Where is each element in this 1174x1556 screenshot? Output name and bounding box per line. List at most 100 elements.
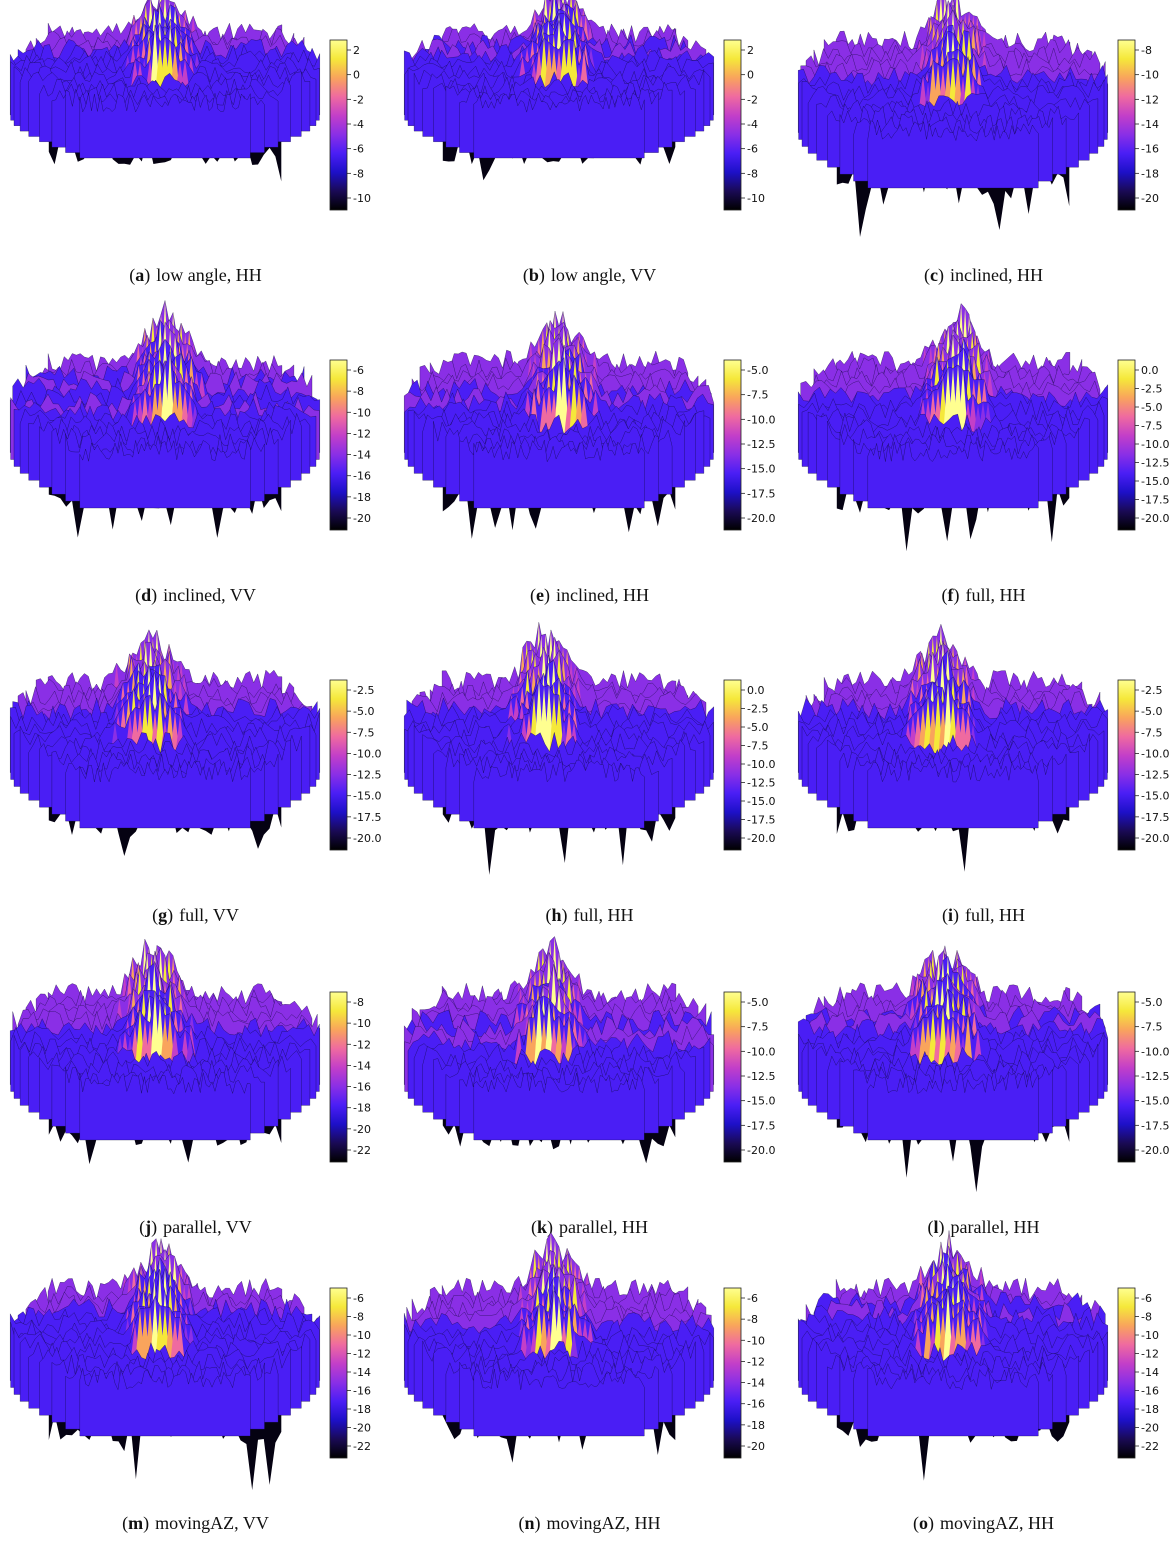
colorbar-tick-label: -20.0 [747,512,775,525]
caption-text: parallel, HH [559,1217,648,1237]
colorbar-tick-label: -17.5 [747,487,775,500]
subfigure-caption: (g) full, VV [0,905,391,926]
surface-plot-g: -2.5 -5.0 -7.5 -10.0 -12.5 -15.0 -17.5 -20.0 [9,629,381,856]
subfigure-panel-m: -6 -8 -10 -12 -14 -16 -18 -20 -22 (m) movingAZ, VV [0,1238,391,1556]
colorbar-tick-label: -5.0 [1141,705,1162,718]
surface-plot-e: -5.0 -7.5 -10.0 -12.5 -15.0 -17.5 -20.0 [403,311,775,539]
colorbar-tick-label: -6 [747,143,758,156]
colorbar-tick-label: -15.0 [747,795,775,808]
colorbar-tick-label: -10 [1141,1329,1159,1342]
caption-close-paren: ) [561,905,568,925]
caption-letter: n [524,1513,535,1533]
colorbar-tick-label: 2 [747,44,754,57]
colorbar-tick-label: -6 [747,1292,758,1305]
caption-open-paren: ( [530,585,536,605]
subfigure-caption: (d) inclined, VV [0,585,391,606]
caption-open-paren: ( [531,1217,537,1237]
colorbar-tick-label: -18 [353,1102,371,1115]
colorbar: -2.5 -5.0 -7.5 -10.0 -12.5 -15.0 -17.5 -20.0 [329,679,381,851]
subfigure-caption: (k) parallel, HH [394,1217,785,1238]
colorbar-tick-label: -5.0 [1141,401,1162,414]
caption-close-paren: ) [953,905,959,925]
colorbar: -2.5 -5.0 -7.5 -10.0 -12.5 -15.0 -17.5 -20.0 [1117,679,1169,851]
caption-open-paren: ( [913,1513,919,1533]
colorbar-tick-label: -16 [747,1398,765,1411]
colorbar-tick-label: -12 [353,1038,371,1051]
colorbar-tick-label: -8 [747,167,758,180]
subfigure-caption: (f) full, HH [788,585,1174,606]
caption-letter: h [551,905,562,925]
caption-text: movingAZ, HH [546,1513,661,1533]
caption-text: inclined, HH [556,585,649,605]
colorbar-tick-label: -15.0 [1141,790,1169,803]
surface-plot-j: -8 -10 -12 -14 -16 -18 -20 -22 [9,938,371,1165]
surface-mesh [9,629,321,856]
caption-open-paren: ( [941,585,948,605]
surface-plot-n: -6 -8 -10 -12 -14 -16 -18 -20 [403,1232,765,1463]
colorbar-tick-label: -14 [747,1377,765,1390]
colorbar-tick-label: -7.5 [1141,420,1162,433]
caption-close-paren: ) [151,585,158,605]
colorbar-tick-label: -12 [747,1355,765,1368]
colorbar-tick-label: -12 [1141,1348,1159,1361]
colorbar-tick-label: -10.0 [1141,1045,1169,1058]
surface-plot-b: 2 0 -2 -4 -6 -8 -10 [403,0,765,211]
subfigure-caption: (e) inclined, HH [394,585,785,606]
caption-text: full, HH [573,905,634,925]
caption-open-paren: ( [941,905,948,925]
subfigure-caption: (c) inclined, HH [788,265,1174,286]
colorbar-tick-label: -17.5 [747,1119,775,1132]
colorbar-tick-label: -20 [353,512,371,525]
subfigure-caption: (j) parallel, VV [0,1217,391,1238]
colorbar: -8 -10 -12 -14 -16 -18 -20 [1117,39,1159,211]
colorbar-tick-label: -15.0 [747,463,775,476]
colorbar-tick-label: -14 [353,1059,371,1072]
caption-open-paren: ( [924,265,930,285]
caption-close-paren: ) [151,1217,158,1237]
caption-letter: l [933,1217,939,1237]
subfigure-caption: (l) parallel, HH [788,1217,1174,1238]
colorbar-tick-label: -10 [353,1017,371,1030]
subfigure-panel-j: -8 -10 -12 -14 -16 -18 -20 -22 (j) parallel, VV [0,938,391,1260]
caption-close-paren: ) [938,265,944,285]
colorbar-tick-label: -17.5 [1141,494,1169,507]
caption-close-paren: ) [938,1217,945,1237]
colorbar-tick-label: -20 [353,1422,371,1435]
caption-letter: c [930,265,938,285]
surface-mesh [9,1238,321,1491]
colorbar-tick-label: -16 [353,470,371,483]
surface-mesh [403,311,715,539]
surface-mesh [797,623,1109,872]
colorbar-tick-label: -5.0 [747,996,768,1009]
caption-letter: e [536,585,544,605]
surface-plot-d: -6 -8 -10 -12 -14 -16 -18 -20 [9,300,371,538]
subfigure-caption: (i) full, HH [788,905,1174,926]
caption-letter: o [919,1513,928,1533]
colorbar-tick-label: 2 [353,44,360,57]
colorbar-tick-label: -17.5 [353,811,381,824]
caption-close-paren: ) [953,585,960,605]
colorbar-tick-label: -10.0 [747,1045,775,1058]
caption-text: parallel, VV [163,1217,252,1237]
colorbar-tick-label: -12.5 [353,769,381,782]
colorbar-tick-label: -16 [1141,1385,1159,1398]
colorbar-tick-label: -17.5 [747,814,775,827]
colorbar-tick-label: -12.5 [747,438,775,451]
surface-mesh [797,0,1109,237]
colorbar-tick-label: -4 [353,118,364,131]
caption-text: movingAZ, VV [155,1513,269,1533]
colorbar-tick-label: -6 [353,1292,364,1305]
colorbar-tick-label: -7.5 [747,740,768,753]
colorbar-tick-label: -2.5 [747,703,768,716]
colorbar-tick-label: -10 [353,406,371,419]
colorbar-tick-label: -22 [1141,1440,1159,1453]
caption-text: parallel, HH [950,1217,1040,1237]
colorbar-tick-label: -15.0 [353,790,381,803]
caption-text: movingAZ, HH [940,1513,1054,1533]
colorbar-tick-label: -18 [353,491,371,504]
surface-plot-a: 2 0 -2 -4 -6 -8 -10 [9,0,371,211]
caption-text: low angle, HH [156,265,262,285]
colorbar: -6 -8 -10 -12 -14 -16 -18 -20 -22 [329,1287,371,1459]
colorbar-tick-label: -20.0 [353,832,381,845]
